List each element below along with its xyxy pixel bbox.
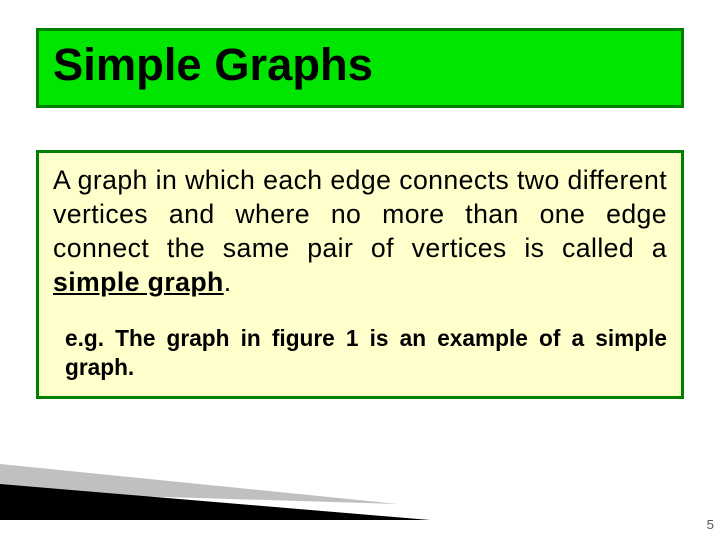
corner-decoration (0, 464, 430, 520)
example-text: e.g. The graph in figure 1 is an example… (53, 324, 667, 382)
definition-text: A graph in which each edge connects two … (53, 163, 667, 300)
definition-prefix: A graph in which each edge connects two … (53, 165, 667, 263)
decoration-lower-band (0, 484, 430, 520)
definition-box: A graph in which each edge connects two … (36, 150, 684, 399)
definition-suffix: . (224, 267, 232, 297)
page-number: 5 (707, 517, 714, 532)
decoration-upper-band (0, 464, 398, 504)
decoration-svg (0, 464, 430, 520)
title-box: Simple Graphs (36, 28, 684, 108)
definition-term: simple graph (53, 267, 224, 297)
slide-container: Simple Graphs A graph in which each edge… (0, 0, 720, 540)
slide-title: Simple Graphs (53, 39, 667, 91)
